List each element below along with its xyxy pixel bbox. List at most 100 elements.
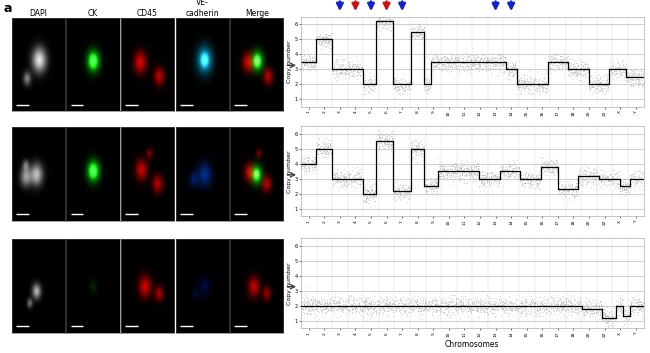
Point xyxy=(616,186,627,191)
Point xyxy=(504,173,515,179)
Point xyxy=(300,298,310,304)
Point xyxy=(446,64,456,70)
Point xyxy=(541,80,552,85)
Point xyxy=(601,82,612,88)
Point xyxy=(505,303,515,309)
Point xyxy=(392,88,402,93)
Point xyxy=(569,67,579,73)
Point xyxy=(588,179,599,184)
Point xyxy=(493,52,503,58)
Point xyxy=(323,152,333,158)
Point xyxy=(361,298,372,304)
Point xyxy=(499,61,509,66)
Point xyxy=(332,71,342,77)
Point xyxy=(610,315,621,321)
Point xyxy=(602,173,612,179)
Point xyxy=(623,309,633,315)
Point xyxy=(417,29,427,34)
Point xyxy=(576,299,586,305)
Point xyxy=(471,58,482,63)
Point xyxy=(503,172,514,177)
Point xyxy=(450,62,461,68)
Point xyxy=(474,306,484,311)
Point xyxy=(484,180,494,186)
Point xyxy=(636,307,646,313)
Point xyxy=(349,305,359,310)
Point xyxy=(381,300,391,306)
Point xyxy=(606,171,617,176)
Point xyxy=(448,306,458,311)
Point xyxy=(508,157,518,162)
Point xyxy=(536,161,547,166)
Point xyxy=(533,310,543,316)
Point xyxy=(449,164,460,169)
Point xyxy=(475,295,486,301)
Point xyxy=(437,161,447,167)
Point xyxy=(596,179,606,184)
Point xyxy=(474,174,484,180)
Point xyxy=(618,181,628,187)
Point xyxy=(590,173,601,179)
Point xyxy=(445,166,456,172)
Point xyxy=(339,69,349,74)
Point xyxy=(519,304,529,310)
Point xyxy=(367,191,377,197)
Point xyxy=(385,143,396,148)
Point xyxy=(534,85,545,91)
Point xyxy=(370,306,380,311)
Point xyxy=(597,310,608,316)
Point xyxy=(532,307,543,313)
Point xyxy=(491,299,502,305)
Point xyxy=(629,71,640,77)
Point xyxy=(514,81,525,87)
Point xyxy=(638,176,648,181)
Point xyxy=(445,173,456,179)
Point xyxy=(603,76,614,82)
Point xyxy=(532,175,543,181)
Point xyxy=(628,171,638,177)
Point xyxy=(399,187,410,192)
Point xyxy=(370,83,380,89)
Point xyxy=(402,91,412,97)
Point xyxy=(398,193,408,198)
Point xyxy=(589,85,599,90)
Point xyxy=(393,189,403,194)
Point xyxy=(343,181,353,187)
Point xyxy=(573,71,583,77)
Point xyxy=(569,304,580,309)
Point xyxy=(482,179,492,184)
Point xyxy=(595,177,605,183)
Point xyxy=(332,306,342,311)
Point xyxy=(520,79,530,84)
Point xyxy=(571,304,582,310)
Point xyxy=(453,59,463,65)
Point xyxy=(348,302,359,308)
Point xyxy=(385,300,395,306)
Point xyxy=(310,66,320,72)
Point xyxy=(448,292,459,298)
Point xyxy=(380,303,391,308)
Point xyxy=(515,177,526,183)
Point xyxy=(491,183,502,189)
Point xyxy=(471,167,482,173)
Point xyxy=(534,80,544,86)
Point xyxy=(362,306,372,311)
Point xyxy=(384,301,395,307)
Point xyxy=(628,80,638,85)
Point xyxy=(307,55,317,60)
Point xyxy=(486,170,496,176)
Point xyxy=(319,302,330,308)
Point xyxy=(498,303,508,308)
Point xyxy=(523,84,533,89)
Point xyxy=(404,295,415,301)
Point xyxy=(363,188,374,194)
Point xyxy=(607,316,618,322)
Point xyxy=(340,304,350,310)
Point xyxy=(349,300,359,305)
Point xyxy=(372,17,383,23)
Point xyxy=(436,308,446,313)
Point xyxy=(385,294,395,299)
Point xyxy=(553,185,564,190)
Point xyxy=(497,163,508,169)
Point xyxy=(616,74,626,79)
